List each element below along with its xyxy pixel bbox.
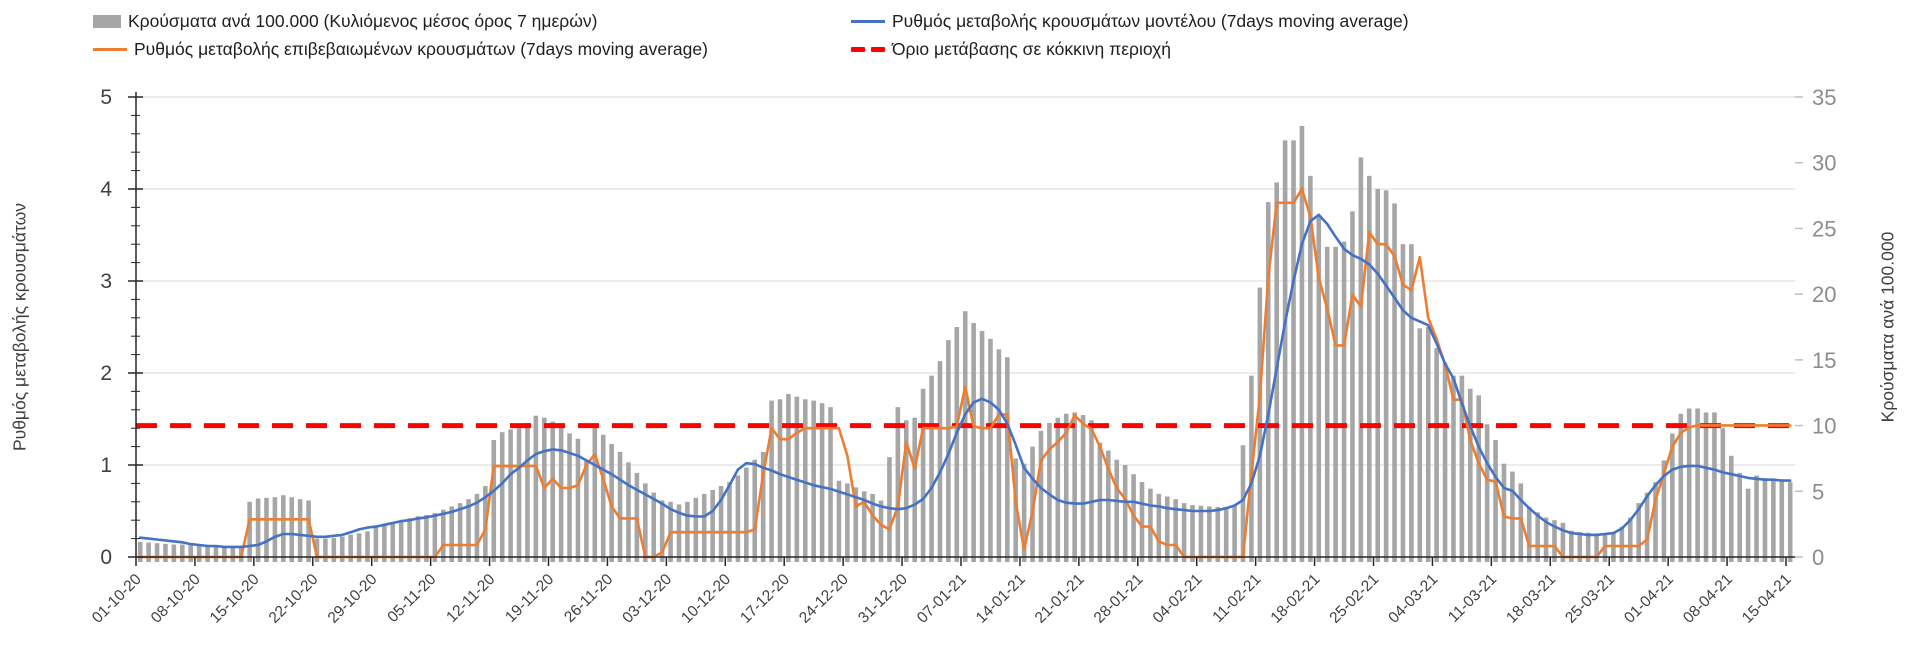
y-right-axis-title: Κρούσματα ανά 100.000 bbox=[1877, 231, 1898, 423]
x-tick-label: 14-01-21 bbox=[973, 571, 1029, 627]
x-tick-label: 10-12-20 bbox=[678, 571, 734, 627]
y-left-tick-label: 3 bbox=[100, 270, 112, 293]
legend-label-model-line: Ρυθμός μεταβολής κρουσμάτων μοντέλου (7d… bbox=[892, 10, 1409, 31]
x-tick-label: 15-10-20 bbox=[207, 571, 263, 627]
x-tick-label: 19-11-20 bbox=[502, 571, 557, 626]
x-tick-label: 31-12-20 bbox=[855, 571, 911, 627]
legend-label-cases-bars: Κρούσματα ανά 100.000 (Κυλιόμενος μέσος … bbox=[128, 10, 598, 31]
x-tick-label: 29-10-20 bbox=[325, 571, 381, 627]
x-tick-label: 01-10-20 bbox=[89, 571, 145, 627]
x-tick-label: 11-03-21 bbox=[1445, 571, 1500, 626]
legend-item-confirmed-line: Ρυθμός μεταβολής επιβεβαιωμένων κρουσμάτ… bbox=[93, 36, 708, 62]
x-tick-label: 28-01-21 bbox=[1091, 571, 1147, 627]
blue-line-swatch-icon bbox=[851, 19, 885, 23]
x-tick-label: 08-10-20 bbox=[148, 571, 204, 627]
y-left-tick-label: 5 bbox=[100, 86, 112, 109]
x-tick-label: 18-02-21 bbox=[1268, 571, 1324, 627]
y-right-tick-label: 0 bbox=[1812, 545, 1824, 570]
x-tick-label: 18-03-21 bbox=[1503, 571, 1559, 627]
x-tick-label: 08-04-21 bbox=[1680, 571, 1736, 627]
y-right-tick-label: 15 bbox=[1812, 348, 1836, 373]
x-tick-label: 25-03-21 bbox=[1562, 571, 1618, 627]
y-left-tick-label: 0 bbox=[100, 546, 112, 569]
legend-item-threshold: Όριο μετάβασης σε κόκκινη περιοχή bbox=[851, 36, 1171, 62]
y-right-tick-label: 30 bbox=[1812, 151, 1836, 176]
model-line bbox=[138, 213, 1792, 549]
x-tick-label: 15-04-21 bbox=[1739, 571, 1795, 627]
y-right-tick-label: 10 bbox=[1812, 414, 1836, 439]
x-tick-label: 24-12-20 bbox=[796, 571, 852, 627]
gridlines bbox=[136, 96, 1795, 466]
x-tick-label: 01-04-21 bbox=[1621, 571, 1677, 627]
y-right-tick-label: 35 bbox=[1812, 85, 1836, 110]
x-tick-label: 11-02-21 bbox=[1209, 571, 1264, 626]
axes bbox=[128, 92, 1803, 566]
y-left-tick-label: 1 bbox=[100, 454, 112, 477]
legend-label-threshold: Όριο μετάβασης σε κόκκινη περιοχή bbox=[892, 38, 1172, 59]
x-tick-label: 26-11-20 bbox=[561, 571, 616, 626]
legend-label-confirmed-line: Ρυθμός μεταβολής επιβεβαιωμένων κρουσμάτ… bbox=[134, 38, 708, 59]
bars-series bbox=[137, 125, 1793, 563]
y-left-axis-title: Ρυθμός μεταβολής κρουσμάτων bbox=[9, 202, 30, 452]
x-tick-label: 22-10-20 bbox=[266, 571, 322, 627]
y-left-tick-label: 2 bbox=[100, 362, 112, 385]
y-right-tick-label: 25 bbox=[1812, 216, 1836, 241]
x-tick-label: 04-02-21 bbox=[1150, 571, 1206, 627]
x-tick-label: 21-01-21 bbox=[1032, 571, 1088, 627]
legend-item-model-line: Ρυθμός μεταβολής κρουσμάτων μοντέλου (7d… bbox=[851, 8, 1409, 34]
x-tick-label: 17-12-20 bbox=[737, 571, 793, 627]
legend-item-cases-bars: Κρούσματα ανά 100.000 (Κυλιόμενος μέσος … bbox=[93, 8, 597, 34]
x-tick-label: 12-11-20 bbox=[443, 571, 498, 626]
x-tick-label: 07-01-21 bbox=[914, 571, 970, 627]
red-dash-swatch-icon bbox=[851, 46, 885, 52]
orange-line-swatch-icon bbox=[93, 47, 127, 51]
bar-swatch-icon bbox=[93, 14, 121, 28]
y-left-tick-label: 4 bbox=[100, 178, 112, 201]
x-tick-label: 05-11-20 bbox=[384, 571, 439, 626]
x-tick-label: 04-03-21 bbox=[1385, 571, 1441, 627]
y-right-tick-label: 5 bbox=[1812, 479, 1824, 504]
y-right-tick-label: 20 bbox=[1812, 282, 1836, 307]
x-tick-label: 25-02-21 bbox=[1326, 571, 1382, 627]
x-tick-label: 03-12-20 bbox=[619, 571, 675, 627]
